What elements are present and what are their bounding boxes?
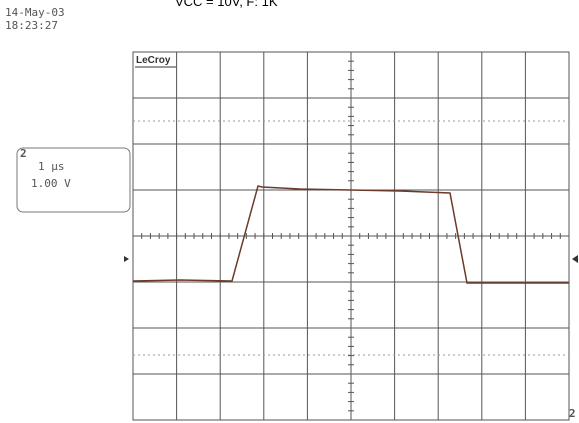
waveform xyxy=(132,185,569,284)
brand: LeCroy xyxy=(136,55,171,66)
grid xyxy=(132,51,570,421)
channel-marker: 2 xyxy=(569,407,576,420)
title: VCC = 10V, F: 1K xyxy=(175,0,278,9)
brand-bg xyxy=(134,53,176,67)
date: 14-May-03 xyxy=(5,6,65,19)
volts-per-div: 1.00 V xyxy=(31,177,71,190)
timebase: 1 µs xyxy=(38,160,65,173)
channel-label: 2 xyxy=(20,147,27,160)
right-marker xyxy=(572,255,578,263)
channel-box xyxy=(16,147,131,213)
left-marker xyxy=(124,256,129,262)
time: 18:23:27 xyxy=(5,19,58,32)
